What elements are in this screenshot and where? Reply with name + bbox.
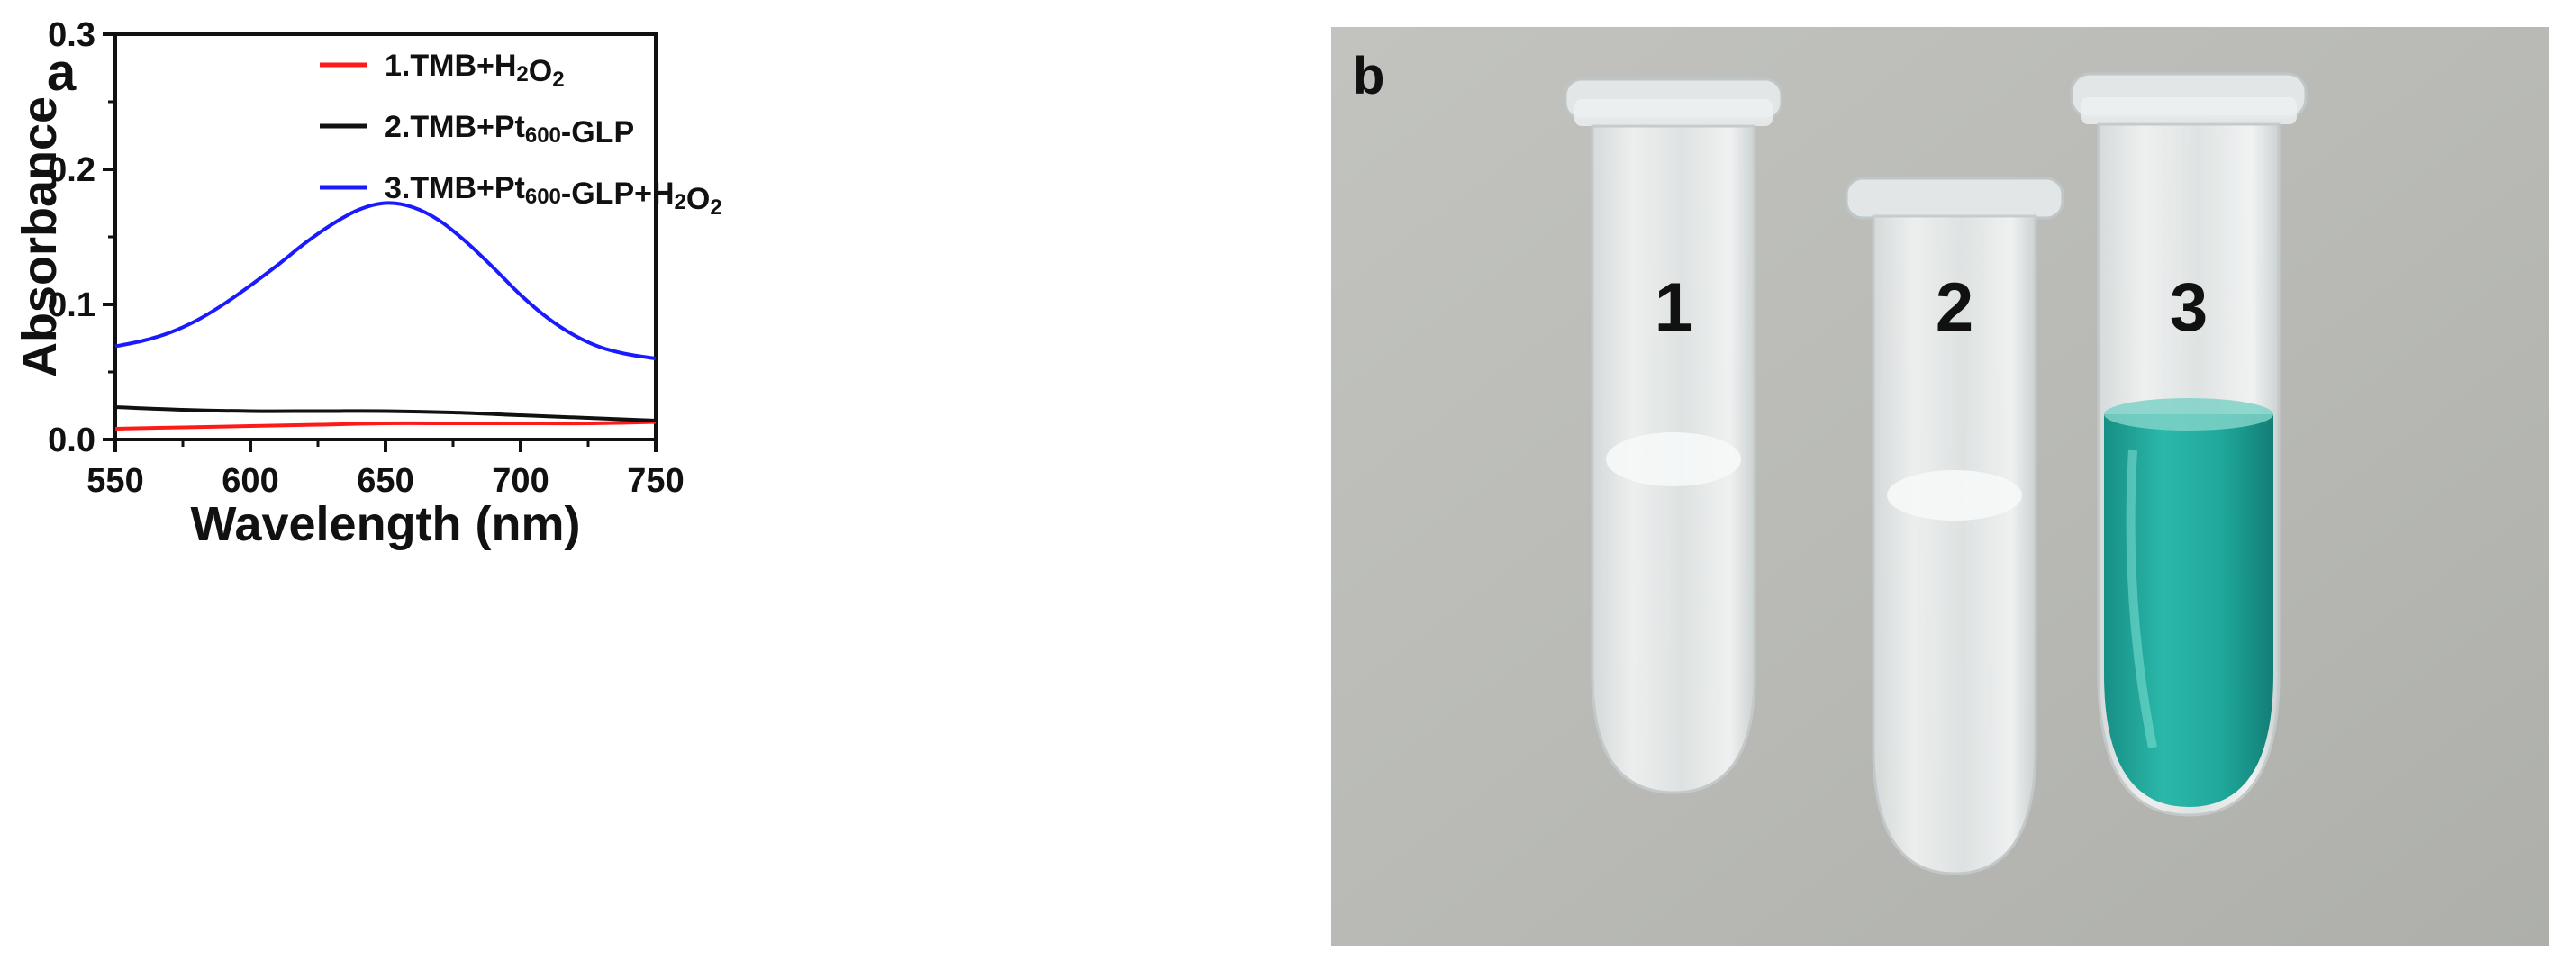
y-tick-label: 0.3	[48, 16, 95, 54]
plot-area: 550 600 650 700 750 0.0 0.1 0.2 0.3 1.TMB+H2O2 2.…	[48, 16, 722, 500]
absorbance-chart: a 550 600 650 700 750 0.0 0.1 0.2 0.3 1.TMB+H2O2…	[13, 16, 722, 551]
x-tick-label: 550	[86, 462, 143, 500]
tube-3-label: 3	[2170, 269, 2208, 346]
tube-2: 2	[1845, 177, 2064, 875]
series-line-1	[114, 420, 657, 431]
x-axis-label: Wavelength (nm)	[190, 497, 580, 551]
x-tick-label: 650	[357, 462, 413, 500]
tube-2-label: 2	[1936, 269, 1973, 346]
y-axis-label: Absorbance	[13, 96, 67, 377]
tube-1-label: 1	[1655, 269, 1692, 346]
legend-label-2: 2.TMB+Pt600-GLP	[385, 110, 634, 150]
tube-1: 1	[1564, 77, 1783, 794]
panel-a-label: a	[47, 43, 77, 102]
series-line-2	[114, 405, 657, 422]
series-lines	[114, 201, 657, 431]
x-tick-label: 750	[627, 462, 684, 500]
legend: 1.TMB+H2O2 2.TMB+Pt600-GLP 3.TMB+Pt600-GLP…	[320, 49, 722, 220]
plot-frame	[113, 32, 658, 441]
y-tick-label: 0.0	[48, 422, 95, 459]
series-line-3	[114, 201, 657, 360]
y-tick-label: 0.2	[48, 151, 95, 189]
legend-label-1: 1.TMB+H2O2	[385, 49, 565, 92]
panel-b-label: b	[1353, 47, 1384, 105]
x-tick-label: 700	[492, 462, 549, 500]
legend-label-3: 3.TMB+Pt600-GLP+H2O2	[385, 171, 722, 220]
tube-3: 3	[2070, 72, 2308, 817]
x-tick-label: 600	[222, 462, 278, 500]
y-tick-label: 0.1	[48, 286, 95, 324]
tube-photo: b 1 2 3	[1331, 27, 2549, 946]
axis-ticks: 550 600 650 700 750 0.0 0.1 0.2 0.3	[48, 16, 685, 500]
